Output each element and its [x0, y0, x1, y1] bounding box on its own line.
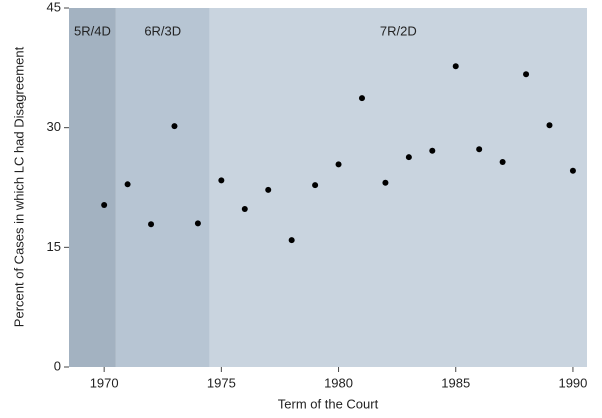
point [171, 123, 178, 130]
y-tick-label: 45 [47, 0, 61, 14]
point [312, 182, 319, 189]
point [358, 95, 365, 102]
point [405, 154, 412, 161]
x-tick-label: 1985 [441, 375, 470, 390]
point [523, 71, 530, 78]
region [115, 8, 210, 367]
y-tick-label: 0 [54, 358, 61, 373]
point [148, 221, 155, 228]
x-tick-label: 1980 [324, 375, 353, 390]
x-tick-label: 1970 [90, 375, 119, 390]
y-tick-label: 15 [47, 239, 61, 254]
x-tick-label: 1990 [558, 375, 587, 390]
point [335, 161, 342, 168]
x-axis-label: Term of the Court [278, 396, 379, 411]
region [209, 8, 587, 367]
region-label: 7R/2D [380, 23, 417, 38]
point [569, 167, 576, 174]
point [218, 177, 225, 184]
point [476, 146, 483, 153]
point [499, 158, 506, 165]
point [101, 202, 108, 209]
region-label: 5R/4D [74, 23, 111, 38]
point [546, 122, 553, 129]
point [429, 147, 436, 154]
point [288, 237, 295, 244]
region-label: 6R/3D [144, 23, 181, 38]
point [265, 186, 272, 193]
y-axis-label: Percent of Cases in which LC had Disagre… [11, 46, 26, 327]
point [452, 63, 459, 70]
point [124, 181, 131, 188]
point [241, 206, 248, 213]
y-tick-label: 30 [47, 119, 61, 134]
region [69, 8, 116, 367]
point [194, 220, 201, 227]
point [382, 179, 389, 186]
x-tick-label: 1975 [207, 375, 236, 390]
